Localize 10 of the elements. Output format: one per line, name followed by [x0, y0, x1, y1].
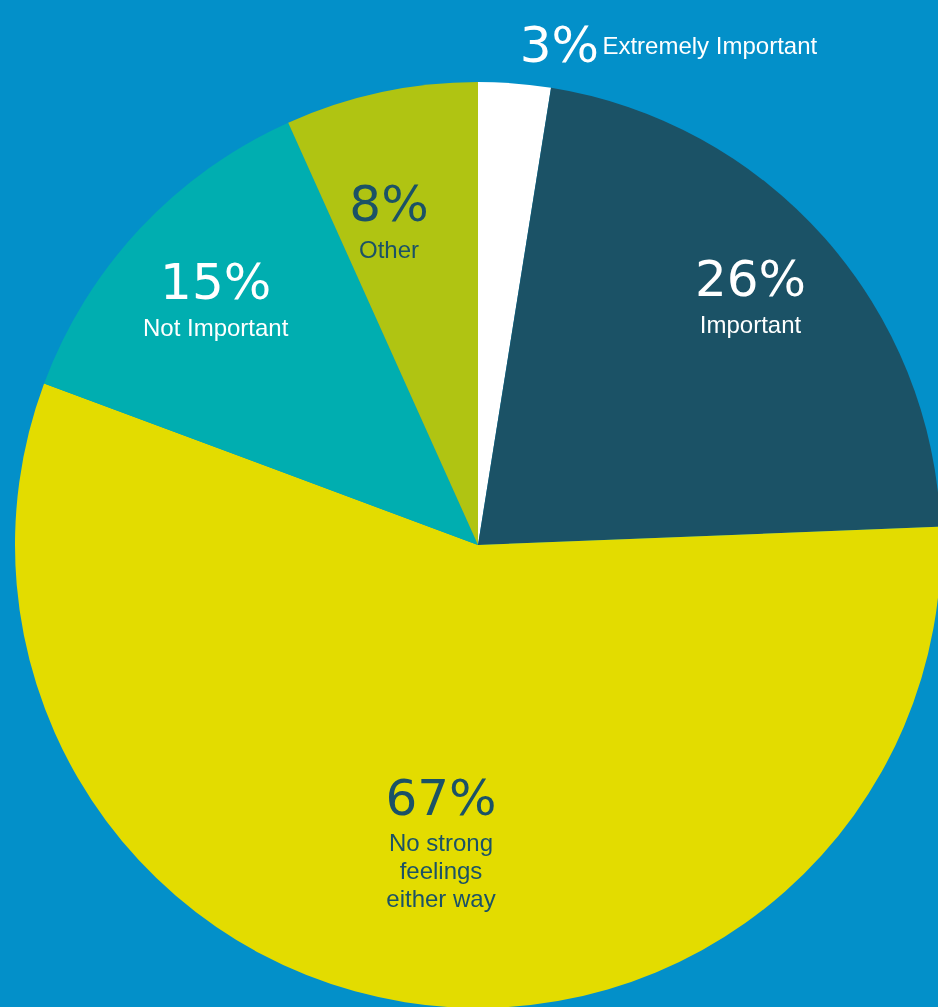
slice-label: No strong feelings either way [386, 829, 496, 913]
slice-label: Other [358, 235, 419, 263]
slice-label: Not Important [142, 313, 289, 341]
data-label: 67% [385, 768, 497, 827]
data-label: 8% [349, 175, 429, 234]
data-label: 26% [694, 250, 807, 309]
data-label: 15% [160, 253, 272, 312]
slice-label: Important [699, 310, 802, 338]
slice-label: Extremely Important [602, 31, 818, 59]
data-label: 3% [519, 16, 600, 75]
